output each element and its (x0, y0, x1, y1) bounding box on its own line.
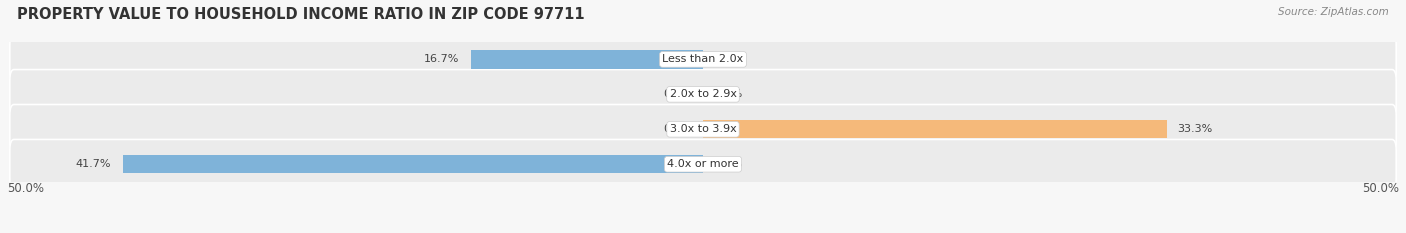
FancyBboxPatch shape (10, 139, 1396, 189)
Text: 50.0%: 50.0% (1362, 182, 1399, 195)
FancyBboxPatch shape (10, 69, 1396, 119)
Text: 2.0x to 2.9x: 2.0x to 2.9x (669, 89, 737, 99)
Text: 4.0x or more: 4.0x or more (668, 159, 738, 169)
Text: 0.0%: 0.0% (714, 159, 742, 169)
Text: 0.0%: 0.0% (714, 89, 742, 99)
Bar (703, 120, 1167, 138)
Text: 0.0%: 0.0% (664, 89, 692, 99)
Text: 3.0x to 3.9x: 3.0x to 3.9x (669, 124, 737, 134)
Text: 0.0%: 0.0% (664, 124, 692, 134)
Bar (471, 50, 703, 69)
Text: 50.0%: 50.0% (7, 182, 44, 195)
Legend: Without Mortgage, With Mortgage: Without Mortgage, With Mortgage (572, 230, 834, 233)
FancyBboxPatch shape (10, 35, 1396, 84)
Text: PROPERTY VALUE TO HOUSEHOLD INCOME RATIO IN ZIP CODE 97711: PROPERTY VALUE TO HOUSEHOLD INCOME RATIO… (17, 7, 585, 22)
Text: 33.3%: 33.3% (1178, 124, 1213, 134)
Bar (122, 155, 703, 173)
Text: 0.0%: 0.0% (714, 55, 742, 64)
Text: 16.7%: 16.7% (425, 55, 460, 64)
Text: Source: ZipAtlas.com: Source: ZipAtlas.com (1278, 7, 1389, 17)
Text: Less than 2.0x: Less than 2.0x (662, 55, 744, 64)
FancyBboxPatch shape (10, 105, 1396, 154)
Text: 41.7%: 41.7% (76, 159, 111, 169)
